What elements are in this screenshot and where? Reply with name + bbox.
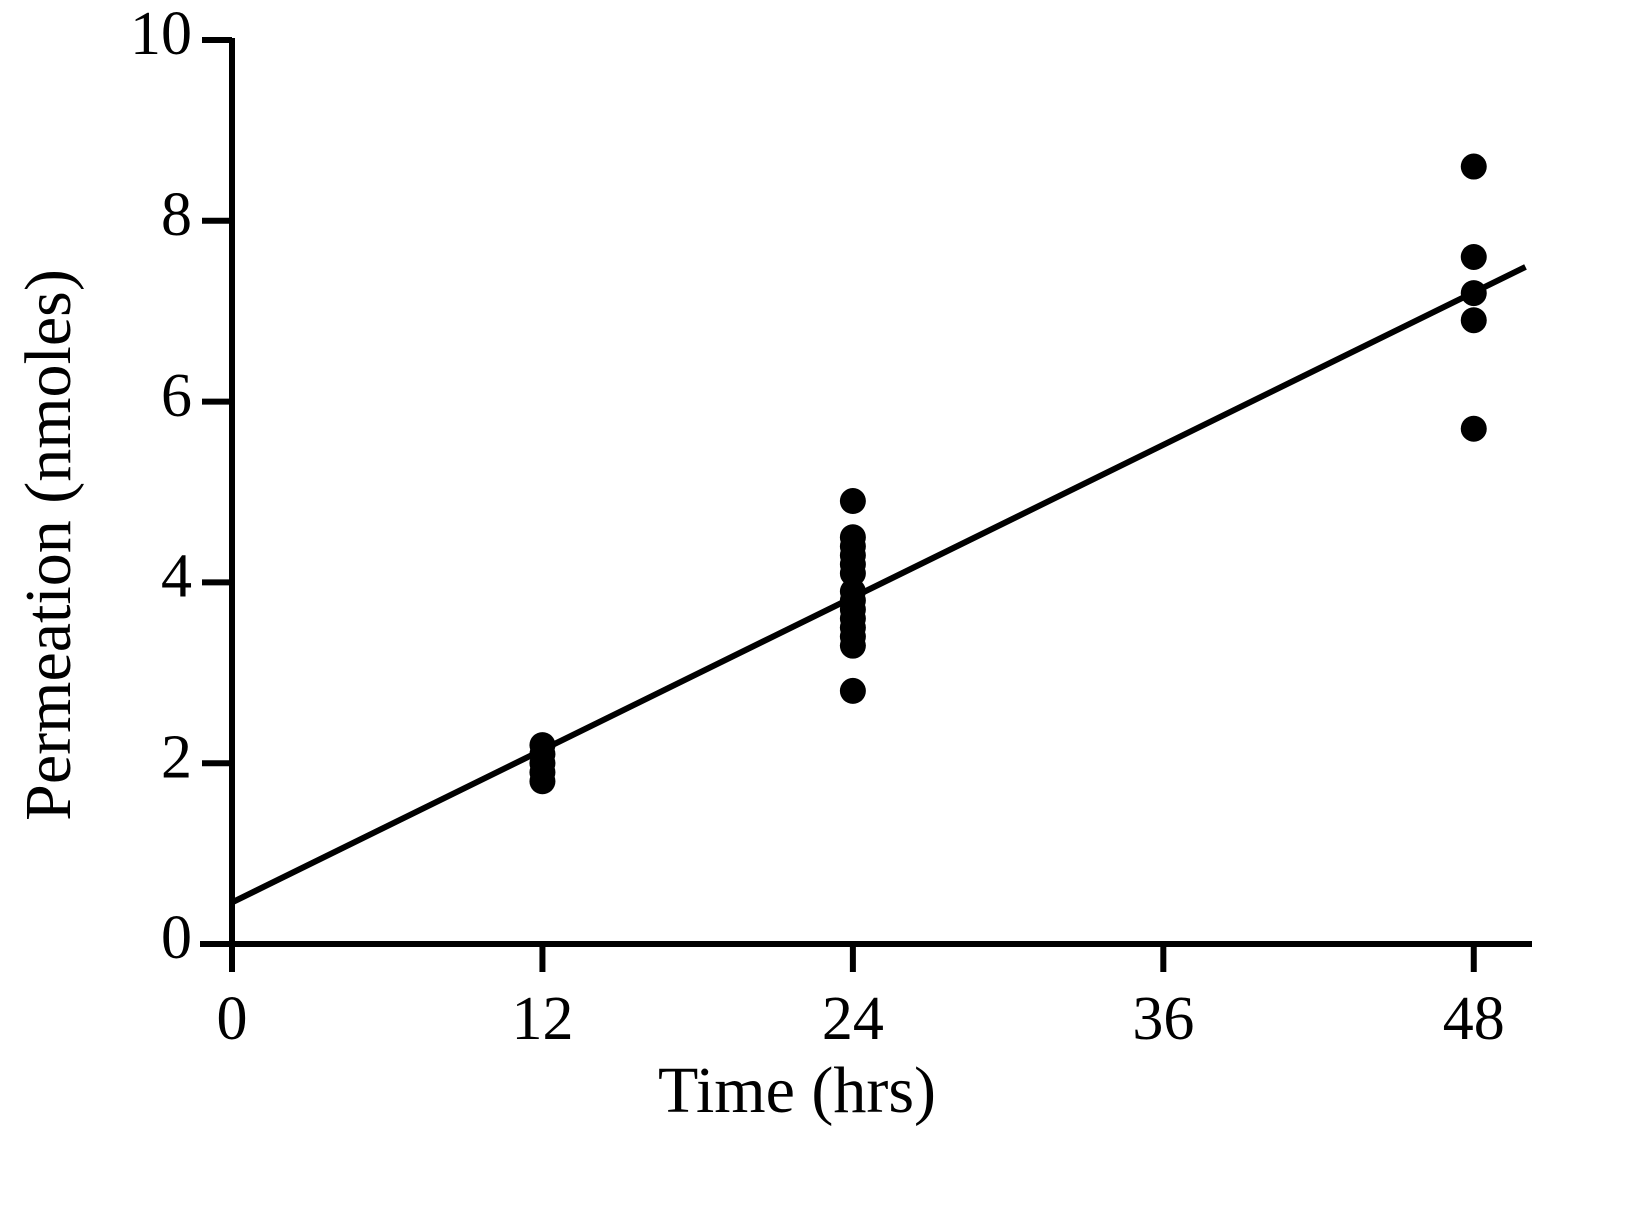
- x-tick-label: 36: [1132, 985, 1194, 1053]
- fit-line: [230, 264, 1527, 906]
- y-axis-label: Permeation (nmoles): [12, 269, 85, 821]
- data-point: [1460, 153, 1487, 180]
- data-point: [1460, 307, 1487, 334]
- y-tick-label: 2: [161, 723, 192, 791]
- x-tick-label: 0: [217, 985, 248, 1053]
- data-point: [1460, 243, 1487, 270]
- y-tick-label: 4: [161, 543, 192, 611]
- x-tick-label: 24: [822, 985, 884, 1053]
- data-point: [839, 677, 866, 704]
- data-point: [529, 768, 556, 795]
- y-tick-label: 10: [130, 0, 192, 68]
- x-axis-label: Time (hrs): [658, 1054, 936, 1127]
- x-tick-label: 48: [1443, 985, 1505, 1053]
- y-tick-label: 8: [161, 181, 192, 249]
- data-point: [1460, 415, 1487, 442]
- y-tick-label: 6: [161, 362, 192, 430]
- x-tick-label: 12: [511, 985, 573, 1053]
- data-point: [1460, 280, 1487, 307]
- data-point: [839, 488, 866, 515]
- y-tick-label: 0: [161, 904, 192, 972]
- data-point: [839, 632, 866, 659]
- data-point: [839, 560, 866, 587]
